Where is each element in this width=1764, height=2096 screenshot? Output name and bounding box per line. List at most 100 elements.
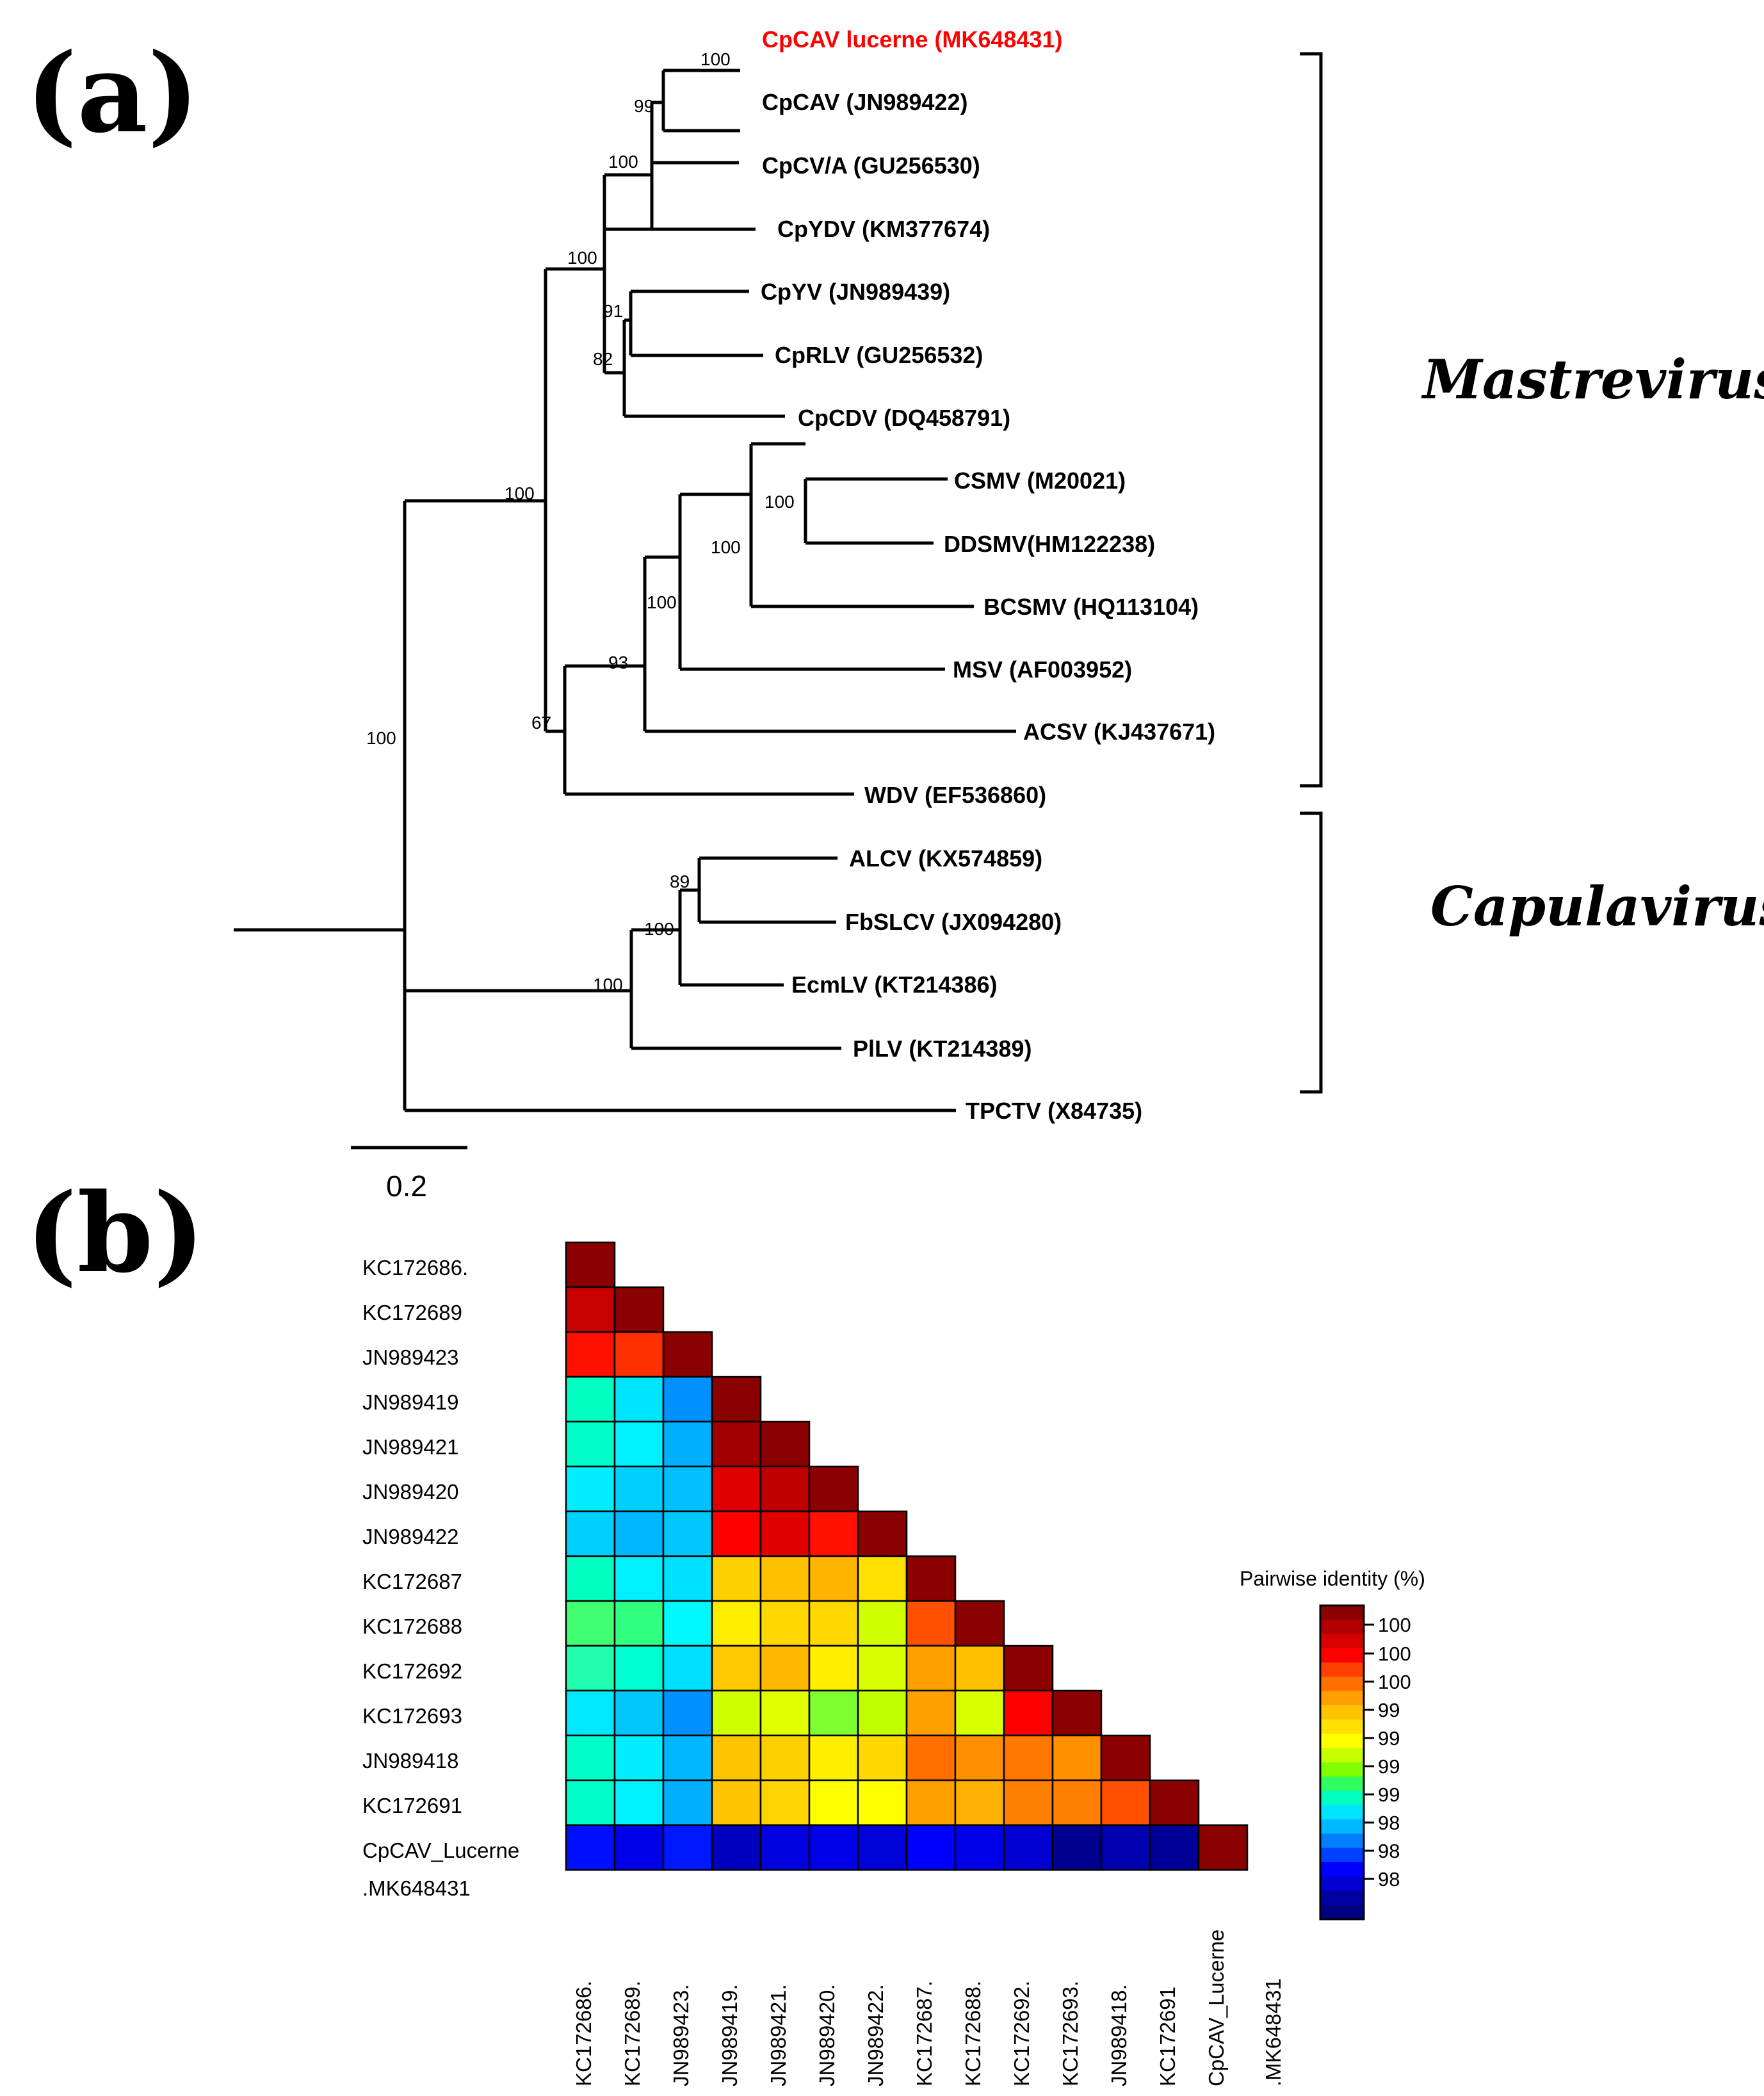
- heatmap-cell: [1051, 1689, 1103, 1737]
- heatmap-cell: [857, 1555, 908, 1602]
- column-label: JN989420.: [815, 1984, 839, 2086]
- row-label: JN989418: [362, 1749, 458, 1773]
- heatmap-cell: [759, 1600, 811, 1647]
- heatmap-cell: [613, 1824, 665, 1871]
- heatmap-cell: [565, 1555, 616, 1602]
- bootstrap-value: 91: [603, 301, 623, 321]
- heatmap-cell: [954, 1734, 1005, 1782]
- heatmap-cell: [662, 1689, 713, 1737]
- leaf-label: ACSV (KJ437671): [1023, 719, 1215, 745]
- heatmap-cell: [565, 1779, 616, 1826]
- heatmap-cell: [1003, 1824, 1054, 1871]
- legend-tick-label: 100: [1378, 1643, 1411, 1665]
- heatmap-cell: [711, 1420, 762, 1468]
- legend-color-swatch: [1320, 1848, 1364, 1863]
- heatmap-cell: [954, 1645, 1005, 1692]
- legend-ticks: 100 100 100 99 99 99 99 98 98 98: [1364, 1614, 1411, 1890]
- bootstrap-value: 67: [531, 713, 551, 733]
- leaf-labels: CpCAV lucerne (MK648431) CpCAV (JN989422…: [761, 26, 1215, 1124]
- heatmap-cell: [857, 1600, 908, 1647]
- column-label: KC172688.: [961, 1981, 985, 2086]
- bootstrap-value: 82: [593, 349, 613, 369]
- leaf-label: TPCTV (X84735): [966, 1098, 1142, 1124]
- legend-color-swatch: [1320, 1677, 1364, 1692]
- heatmap-cell: [1051, 1824, 1103, 1871]
- heatmap-cell: [808, 1689, 859, 1737]
- heatmap-cell: [565, 1510, 616, 1557]
- heatmap-cell: [905, 1824, 957, 1871]
- leaf-label: PlLV (KT214389): [853, 1036, 1032, 1062]
- scale-bar-label: 0.2: [386, 1169, 427, 1203]
- legend-color-bar: [1320, 1605, 1364, 1920]
- legend-color-swatch: [1320, 1748, 1364, 1763]
- row-label: KC172691: [362, 1794, 462, 1817]
- bootstrap-values: 100 99 100 100 91 82 100 100 100 93 100 …: [366, 49, 795, 995]
- column-label: KC172692.: [1010, 1981, 1033, 2086]
- heatmap-cell: [711, 1510, 762, 1557]
- legend-tick-label: 99: [1378, 1755, 1400, 1778]
- heatmap-cell: [711, 1600, 762, 1647]
- column-label: KC172689.: [620, 1981, 644, 2086]
- heatmap-cell: [905, 1689, 957, 1737]
- heatmap-cell: [565, 1331, 616, 1378]
- row-label: KC172688: [362, 1614, 462, 1638]
- heatmap-cell: [662, 1600, 713, 1647]
- panel-a-label: (a): [26, 29, 199, 158]
- legend-color-swatch: [1320, 1620, 1364, 1635]
- heatmap-cell: [565, 1734, 616, 1782]
- bootstrap-value: 100: [700, 49, 731, 69]
- legend-color-swatch: [1320, 1662, 1364, 1677]
- bootstrap-value: 100: [644, 919, 674, 939]
- heatmap-cell: [808, 1465, 859, 1513]
- column-label: JN989422.: [864, 1984, 887, 2086]
- panel-b: (b) KC172686. KC172689 JN989423 JN989419…: [26, 1169, 1425, 2086]
- legend-color-swatch: [1320, 1648, 1364, 1663]
- leaf-label: DDSMV(HM122238): [944, 531, 1155, 557]
- heatmap-cell: [711, 1824, 762, 1871]
- row-labels: KC172686. KC172689 JN989423 JN989419 JN9…: [362, 1256, 519, 1900]
- heatmap-cell: [711, 1779, 762, 1826]
- heatmap-cell: [1051, 1734, 1103, 1782]
- legend-tick-label: 99: [1378, 1783, 1400, 1806]
- heatmap-cell: [759, 1689, 811, 1737]
- legend-color-swatch: [1320, 1734, 1364, 1749]
- heatmap-cell: [808, 1510, 859, 1557]
- heatmap-cell: [565, 1241, 616, 1288]
- heatmap-cell: [565, 1600, 616, 1647]
- heatmap-cell: [1003, 1779, 1054, 1826]
- row-label: KC172686.: [362, 1256, 468, 1280]
- leaf-label: FbSLCV (JX094280): [845, 909, 1062, 935]
- heatmap-cell: [808, 1645, 859, 1692]
- legend-color-swatch: [1320, 1805, 1364, 1820]
- pairwise-identity-heatmap: [565, 1241, 1249, 1871]
- bootstrap-value: 100: [366, 728, 396, 748]
- column-label: KC172693.: [1058, 1981, 1082, 2086]
- heatmap-cell: [857, 1734, 908, 1782]
- heatmap-cell: [711, 1376, 762, 1423]
- heatmap-cell: [613, 1600, 665, 1647]
- legend-tick-label: 99: [1378, 1699, 1400, 1721]
- bootstrap-value: 100: [647, 592, 677, 612]
- capulavirus-bracket: [1300, 811, 1323, 1094]
- leaf-label: CpRLV (GU256532): [775, 342, 983, 368]
- column-label: JN989423.: [669, 1984, 693, 2086]
- heatmap-cell: [613, 1555, 665, 1602]
- leaf-label: CpCAV lucerne (MK648431): [762, 26, 1062, 53]
- heatmap-cell: [857, 1645, 908, 1692]
- heatmap-cell: [808, 1779, 859, 1826]
- legend-title: Pairwise identity (%): [1240, 1567, 1425, 1590]
- column-label: KC172691: [1156, 1986, 1179, 2086]
- heatmap-cell: [759, 1510, 811, 1557]
- row-label: .MK648431: [362, 1876, 471, 1900]
- leaf-label: MSV (AF003952): [953, 656, 1132, 683]
- heatmap-cell: [565, 1465, 616, 1513]
- row-label: JN989420: [362, 1480, 458, 1504]
- row-label: CpCAV_Lucerne: [362, 1839, 519, 1862]
- legend-color-swatch: [1320, 1791, 1364, 1806]
- bootstrap-value: 100: [711, 537, 741, 557]
- leaf-label: CpCAV (JN989422): [762, 89, 967, 115]
- heatmap-cell: [1149, 1824, 1200, 1871]
- leaf-label: WDV (EF536860): [864, 782, 1046, 808]
- leaf-label: CpCV/A (GU256530): [762, 152, 980, 179]
- heatmap-cell: [662, 1645, 713, 1692]
